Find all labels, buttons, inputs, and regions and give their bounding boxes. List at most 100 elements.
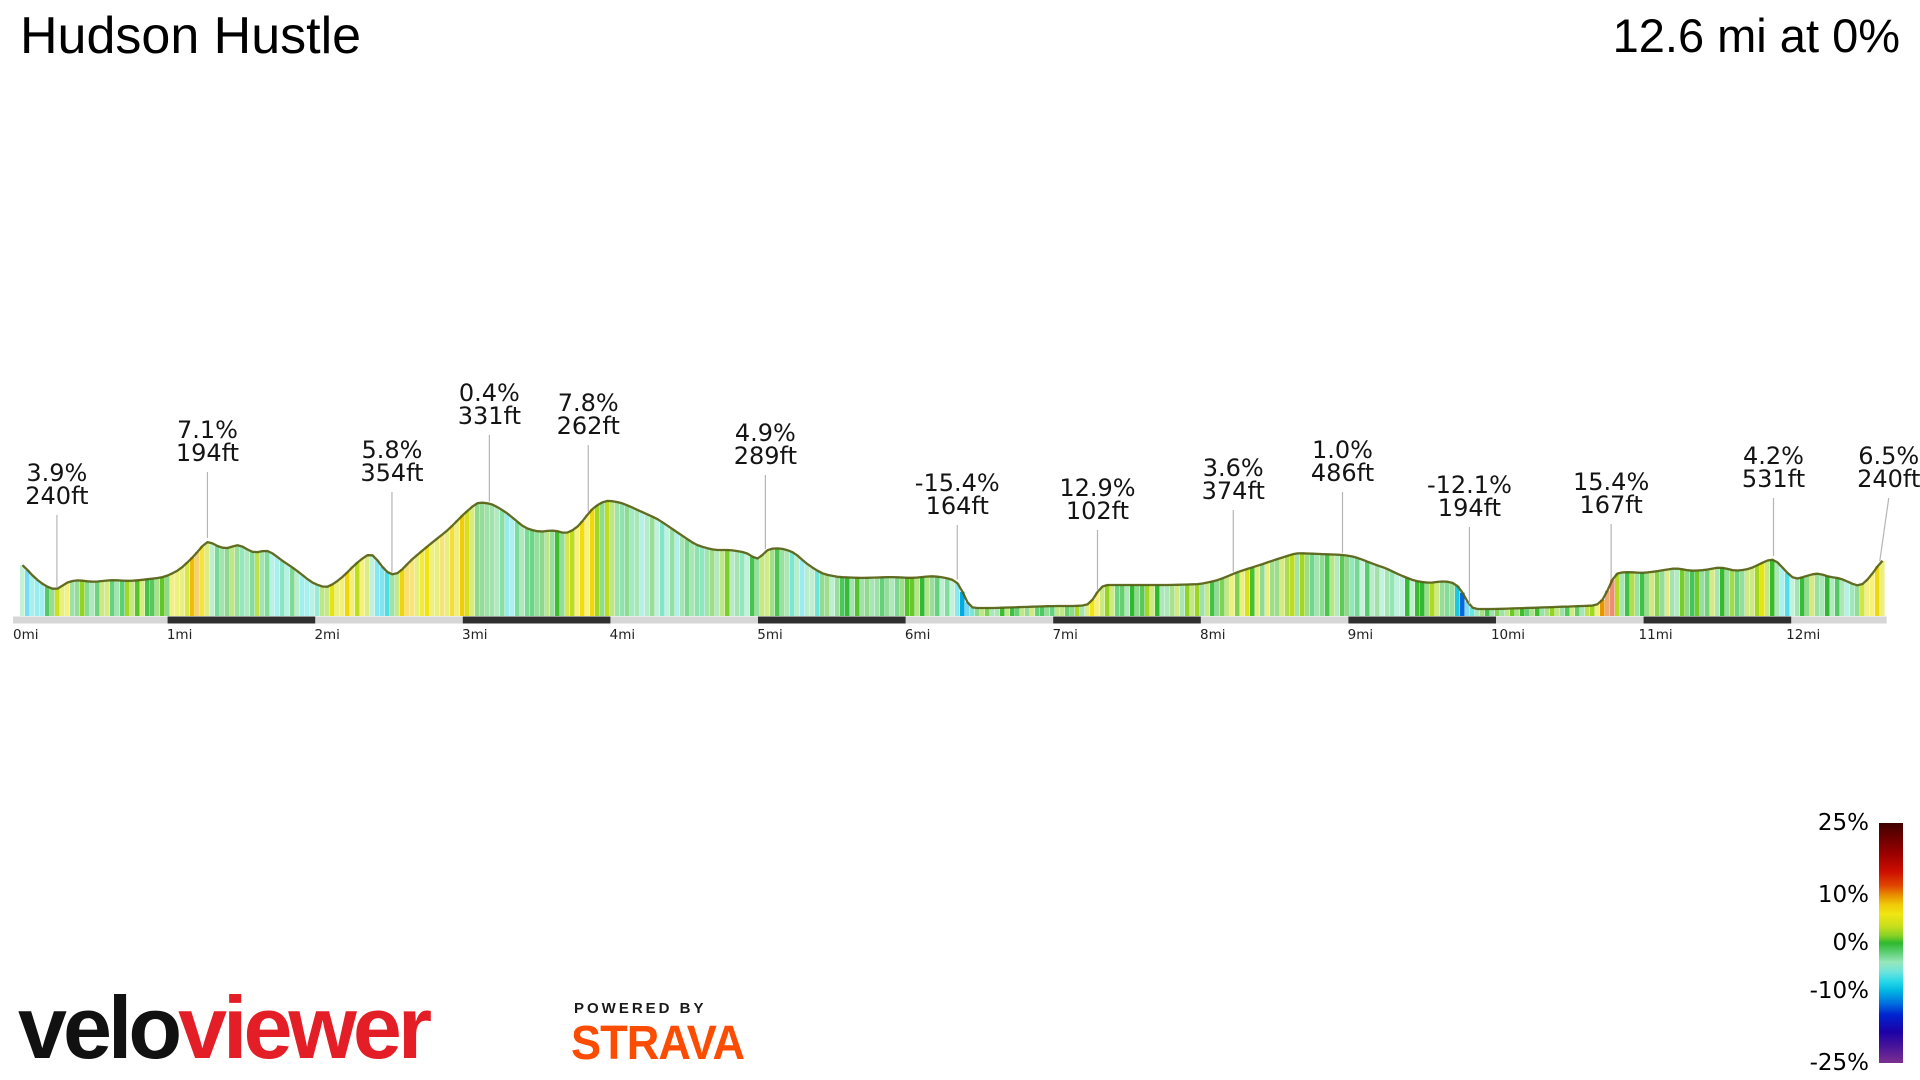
veloviewer-logo-viewer: viewer xyxy=(178,978,432,1077)
gradient-slice xyxy=(1640,572,1645,616)
x-axis-label: 0mi xyxy=(13,627,39,643)
gradient-slice xyxy=(835,576,840,616)
gradient-slice xyxy=(675,532,680,616)
gradient-slice xyxy=(1360,559,1365,616)
gradient-slice xyxy=(175,570,180,616)
gradient-annotation: -12.1% 194ft xyxy=(1394,473,1544,520)
x-axis-label: 8mi xyxy=(1200,627,1226,643)
gradient-slice xyxy=(750,556,755,616)
gradient-slice xyxy=(1095,592,1100,616)
gradient-slice xyxy=(455,520,460,616)
gradient-slice xyxy=(285,564,290,616)
gradient-slice xyxy=(1120,585,1125,616)
gradient-slice xyxy=(1530,607,1535,616)
gradient-slice xyxy=(375,560,380,616)
x-axis-label: 2mi xyxy=(314,627,340,643)
gradient-slice xyxy=(1130,585,1135,616)
gradient-slice xyxy=(460,515,465,616)
gradient-slice xyxy=(1065,606,1070,616)
gradient-slice xyxy=(1485,609,1490,616)
gradient-slice xyxy=(1690,570,1695,616)
gradient-slice xyxy=(745,553,750,616)
legend-label: 10% xyxy=(1817,882,1869,908)
gradient-slice xyxy=(915,577,920,616)
gradient-slice xyxy=(925,576,930,616)
gradient-slice xyxy=(635,509,640,616)
gradient-slice xyxy=(1870,573,1875,616)
gradient-slice xyxy=(1295,553,1300,616)
gradient-slice xyxy=(55,588,60,616)
gradient-slice xyxy=(935,576,940,616)
gradient-slice xyxy=(810,567,815,616)
gradient-slice xyxy=(1350,556,1355,616)
gradient-slice xyxy=(705,548,710,616)
gradient-slice xyxy=(740,552,745,616)
gradient-slice xyxy=(1520,608,1525,616)
annotation-gradient: 3.6% xyxy=(1202,454,1264,482)
annotation-gradient: 1.0% xyxy=(1311,436,1373,464)
gradient-slice xyxy=(235,545,240,616)
gradient-slice xyxy=(190,557,195,616)
gradient-slice xyxy=(195,551,200,616)
gradient-slice xyxy=(255,552,260,616)
gradient-slice xyxy=(1845,581,1850,616)
gradient-slice xyxy=(1285,555,1290,616)
gradient-slice xyxy=(1400,576,1405,616)
gradient-slice xyxy=(1745,569,1750,616)
gradient-slice xyxy=(215,546,220,616)
page-title: Hudson Hustle xyxy=(20,7,362,65)
annotation-gradient: 6.5% xyxy=(1858,442,1920,470)
gradient-slice xyxy=(1325,554,1330,616)
gradient-slice xyxy=(220,547,225,616)
annotation-gradient: 5.8% xyxy=(361,436,423,464)
gradient-slice xyxy=(1375,565,1380,616)
annotation-elevation: 289ft xyxy=(733,442,797,470)
gradient-slice xyxy=(1585,605,1590,616)
gradient-slice xyxy=(870,577,875,616)
x-axis-label: 10mi xyxy=(1491,627,1525,643)
gradient-slice xyxy=(1345,555,1350,616)
profile-top-edge xyxy=(21,499,1884,611)
gradient-slice xyxy=(990,608,995,616)
gradient-slice xyxy=(940,577,945,616)
gradient-slice xyxy=(1290,554,1295,616)
gradient-slice xyxy=(730,550,735,616)
gradient-slice xyxy=(795,555,800,616)
gradient-slice xyxy=(470,506,475,616)
gradient-slice xyxy=(655,519,660,616)
gradient-slice xyxy=(760,554,765,616)
gradient-slice xyxy=(865,577,870,616)
gradient-slice xyxy=(100,581,105,616)
gradient-slice xyxy=(670,529,675,616)
gradient-slice xyxy=(1010,607,1015,616)
gradient-slice xyxy=(1525,607,1530,616)
gradient-slice xyxy=(275,557,280,616)
x-axis-label: 4mi xyxy=(610,627,636,643)
gradient-slice xyxy=(325,586,330,616)
gradient-slice xyxy=(440,534,445,616)
annotation-elevation: 486ft xyxy=(1310,459,1375,487)
gradient-slice xyxy=(300,575,305,616)
gradient-slice xyxy=(1735,570,1740,616)
gradient-slice xyxy=(1495,608,1500,616)
legend-label: -25% xyxy=(1809,1050,1869,1076)
gradient-slice xyxy=(1405,578,1410,616)
gradient-slice xyxy=(485,503,490,616)
gradient-slice xyxy=(180,566,185,616)
gradient-slice xyxy=(725,550,730,616)
gradient-slice xyxy=(1810,574,1815,616)
gradient-slice xyxy=(1410,579,1415,616)
x-axis-label: 7mi xyxy=(1052,627,1078,643)
gradient-slice xyxy=(1300,553,1305,616)
annotation-gradient: 4.2% xyxy=(1742,442,1804,470)
gradient-slice xyxy=(860,577,865,616)
gradient-slice xyxy=(645,514,650,616)
gradient-slice xyxy=(515,521,520,616)
gradient-slice xyxy=(1235,572,1240,616)
gradient-slice xyxy=(1710,568,1715,616)
gradient-slice xyxy=(1535,607,1540,616)
gradient-slice xyxy=(1470,607,1475,616)
gradient-slice xyxy=(1055,606,1060,616)
gradient-slice xyxy=(975,608,980,616)
gradient-slice xyxy=(1415,581,1420,616)
